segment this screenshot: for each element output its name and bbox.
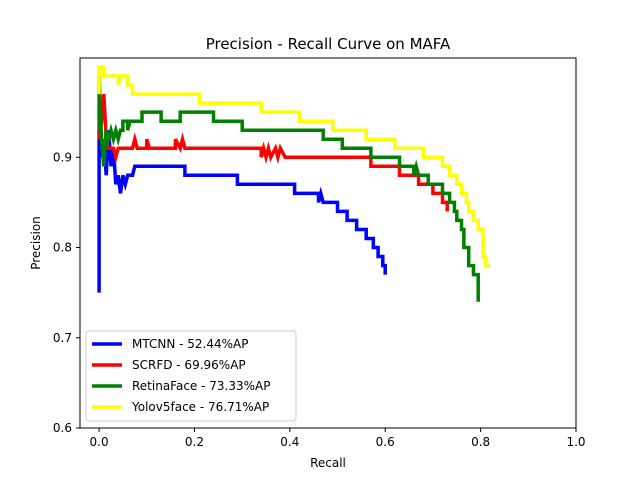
y-tick-label: 0.7 <box>53 331 72 345</box>
x-tick-label: 0.6 <box>376 435 395 449</box>
legend-label-0: MTCNN - 52.44%AP <box>132 337 248 351</box>
legend-box <box>85 330 297 422</box>
x-axis: 0.0 0.2 0.4 0.6 0.8 1.0 <box>90 428 586 449</box>
legend-label-2: RetinaFace - 73.33%AP <box>132 379 270 393</box>
y-axis: 0.6 0.7 0.8 0.9 <box>53 150 80 435</box>
series-line-1 <box>97 93 449 212</box>
plot-frame <box>79 57 577 429</box>
y-tick-label: 0.8 <box>53 241 72 255</box>
legend-label-3: Yolov5face - 76.71%AP <box>131 400 269 414</box>
x-tick-label: 0.2 <box>185 435 204 449</box>
series-line-3 <box>97 65 491 268</box>
x-axis-label: Recall <box>310 456 346 470</box>
chart-title: Precision - Recall Curve on MAFA <box>206 35 451 53</box>
x-tick-label: 1.0 <box>566 435 585 449</box>
legend-label-1: SCRFD - 69.96%AP <box>132 358 246 372</box>
x-tick-label: 0.8 <box>471 435 490 449</box>
series-layer <box>97 65 491 302</box>
y-axis-label: Precision <box>29 216 43 270</box>
x-tick-label: 0.4 <box>280 435 299 449</box>
y-tick-label: 0.9 <box>53 150 72 164</box>
series-line-2 <box>97 75 480 302</box>
legend: MTCNN - 52.44%AP SCRFD - 69.96%AP RetinaFa… <box>85 330 297 422</box>
y-tick-label: 0.6 <box>53 421 72 435</box>
x-tick-label: 0.0 <box>90 435 109 449</box>
